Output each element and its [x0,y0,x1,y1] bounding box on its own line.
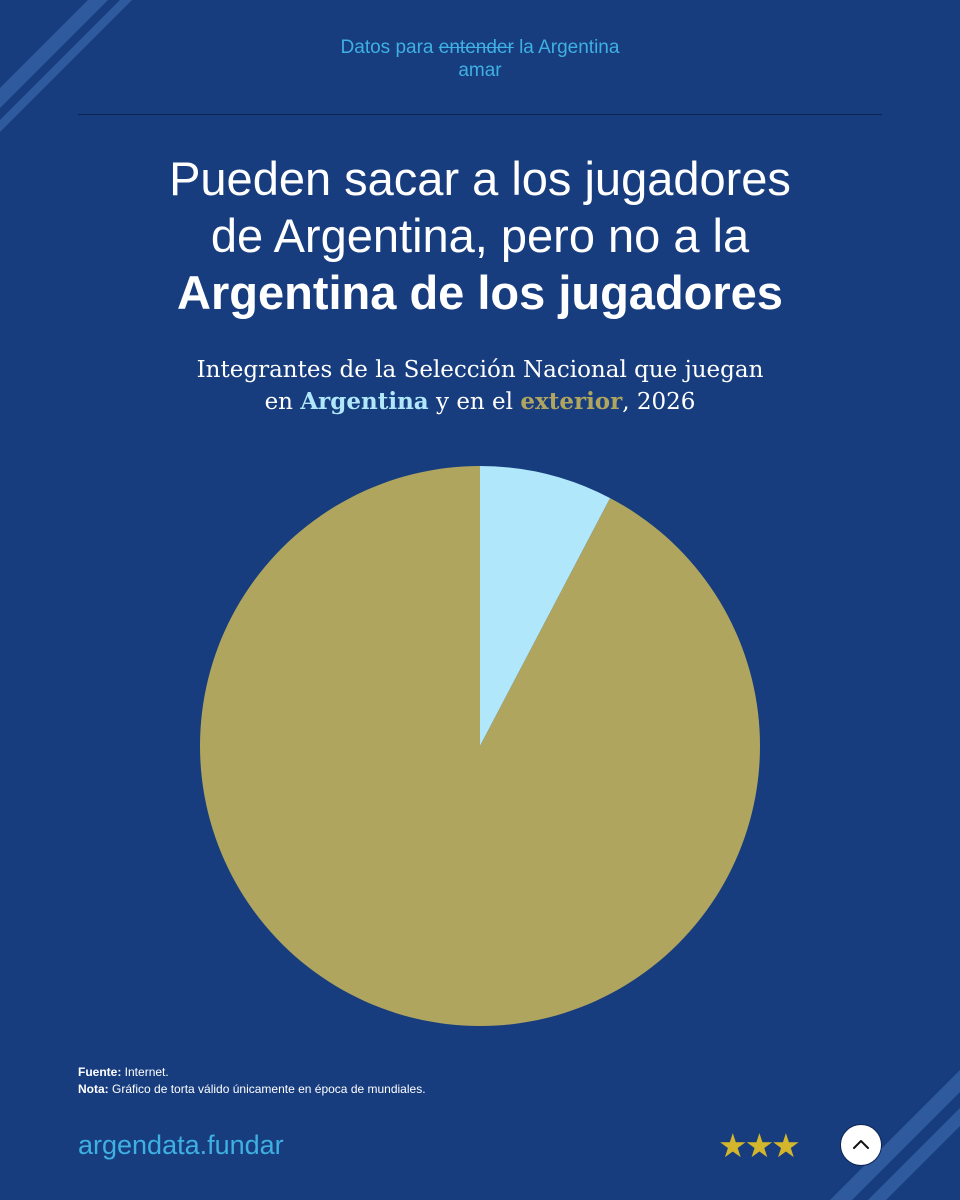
brand-logo-text: argendata.fundar [78,1130,284,1160]
header-divider [78,114,882,115]
page-title: Pueden sacar a los jugadores de Argentin… [0,150,960,321]
tagline: Datos para entender la Argentina amar [0,36,960,82]
corner-stripes-bottom-right [830,1070,960,1200]
chart-subtitle: Integrantes de la Selección Nacional que… [0,354,960,418]
title-line-1: Pueden sacar a los jugadores [169,152,791,205]
subtitle-highlight-argentina: Argentina [300,388,429,415]
stars-icon: ★★★ [718,1127,801,1164]
subtitle-line-2: en Argentina y en el exterior, 2026 [0,386,960,418]
scroll-up-button[interactable] [840,1124,882,1166]
source-text: Internet. [121,1065,169,1079]
note-text: Gráfico de torta válido únicamente en ép… [108,1082,426,1096]
subtitle-highlight-exterior: exterior [520,388,623,415]
tagline-replacement: amar [458,60,502,81]
pie-chart [200,466,760,1026]
note-label: Nota: [78,1082,109,1096]
title-line-3: Argentina de los jugadores [177,266,783,319]
source-note: Fuente: Internet. [78,1064,426,1081]
pie-slice-argentina [480,466,611,746]
pie-slice-exterior [200,466,760,1026]
subtitle-post: , 2026 [622,389,696,415]
tagline-prefix: Datos para [340,37,439,58]
chart-notes: Fuente: Internet. Nota: Gráfico de torta… [78,1064,426,1098]
source-label: Fuente: [78,1065,122,1079]
subtitle-pre: en [264,389,301,415]
subtitle-mid: y en el [428,389,521,415]
note: Nota: Gráfico de torta válido únicamente… [78,1081,426,1098]
title-line-2: de Argentina, pero no a la [210,209,750,262]
tagline-line1: Datos para entender la Argentina [0,36,960,59]
tagline-struck-word: entender [438,37,514,58]
chevron-up-icon [853,1140,869,1149]
subtitle-line-1: Integrantes de la Selección Nacional que… [196,357,764,383]
tagline-suffix: la Argentina [513,37,620,58]
